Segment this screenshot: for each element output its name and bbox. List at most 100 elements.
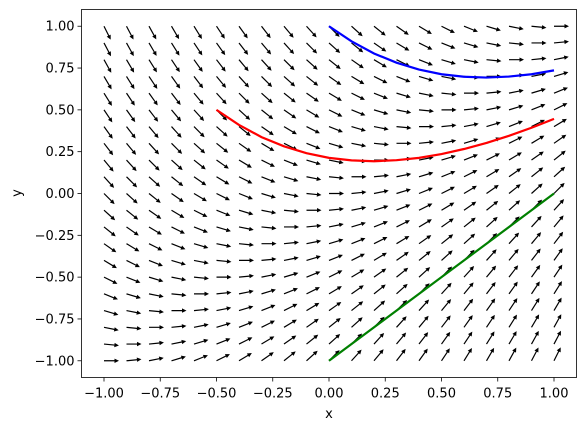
arrow [283, 142, 298, 151]
arrow [126, 159, 137, 172]
arrow [463, 201, 477, 211]
arrow [238, 242, 254, 247]
arrow [463, 266, 475, 278]
arrow [530, 297, 540, 311]
arrow [171, 126, 182, 138]
arrow [103, 243, 117, 253]
arrow [508, 281, 518, 295]
arrow [261, 142, 275, 152]
arrow [148, 126, 159, 139]
arrow [148, 193, 161, 203]
arrow [148, 340, 164, 346]
arrow [193, 354, 208, 362]
arrow [531, 183, 543, 194]
arrow [306, 302, 320, 312]
arrow [531, 281, 540, 295]
arrow [238, 273, 254, 279]
arrow [216, 306, 232, 312]
arrow [373, 75, 388, 84]
arrow [328, 109, 343, 117]
arrow [126, 293, 141, 299]
arrow [553, 87, 568, 94]
arrow [238, 76, 250, 88]
arrow [531, 264, 541, 278]
arrow [148, 42, 157, 56]
arrow [171, 259, 186, 266]
x-tick-label: 0.00 [315, 387, 344, 402]
arrow [126, 92, 135, 106]
arrow [486, 25, 501, 32]
arrow [508, 41, 524, 47]
arrow [306, 318, 319, 328]
arrow [148, 243, 163, 251]
arrow [328, 317, 341, 328]
arrow [396, 267, 409, 278]
arrow [171, 159, 183, 171]
arrow [509, 57, 524, 62]
arrow [553, 264, 563, 278]
arrow [351, 349, 362, 362]
arrow [171, 92, 181, 106]
arrow [486, 184, 499, 194]
arrow [396, 251, 409, 261]
arrow [418, 267, 431, 278]
x-axis-label: x [325, 407, 333, 422]
arrow [418, 332, 429, 345]
arrow [125, 25, 134, 40]
arrow [283, 303, 298, 312]
arrow [486, 121, 501, 128]
arrow [238, 142, 252, 152]
arrow [553, 134, 567, 144]
arrow [351, 25, 363, 37]
arrow [261, 257, 277, 262]
arrow [486, 105, 502, 111]
arrow [508, 136, 523, 144]
arrow [351, 174, 367, 179]
arrow [238, 109, 251, 120]
arrow [125, 76, 135, 90]
arrow [148, 92, 158, 106]
arrow [103, 226, 116, 237]
arrow [125, 42, 134, 57]
arrow [531, 40, 547, 46]
arrow [508, 314, 517, 328]
arrow [171, 109, 182, 122]
arrow [486, 89, 502, 95]
arrow [283, 25, 294, 38]
arrow [103, 342, 119, 348]
arrow [238, 25, 248, 39]
y-tick-label: 1.00 [46, 20, 75, 35]
arrow [418, 59, 433, 66]
arrow [261, 109, 274, 120]
arrow [148, 159, 160, 171]
arrow [103, 59, 112, 73]
x-tick-label: −1.00 [84, 387, 124, 402]
arrow [238, 209, 254, 216]
arrow [283, 209, 299, 214]
arrow [396, 59, 410, 67]
arrow [351, 126, 366, 132]
arrow [126, 357, 142, 362]
arrow [216, 92, 227, 105]
arrow [441, 91, 457, 97]
arrow [283, 272, 299, 278]
arrow [463, 348, 472, 362]
arrow [351, 190, 367, 195]
arrow [508, 232, 520, 245]
arrow [193, 243, 209, 249]
arrow [530, 347, 539, 362]
arrow [148, 209, 162, 219]
arrow [193, 259, 209, 265]
arrow [261, 126, 274, 136]
arrow [418, 315, 429, 328]
arrow [126, 193, 138, 204]
arrow [486, 298, 496, 311]
arrow [103, 193, 115, 205]
arrow [508, 265, 519, 278]
arrow [418, 219, 432, 228]
arrow [238, 176, 253, 184]
arrow [148, 226, 162, 235]
arrow [171, 209, 185, 218]
arrow [306, 287, 320, 295]
arrow [193, 126, 205, 138]
